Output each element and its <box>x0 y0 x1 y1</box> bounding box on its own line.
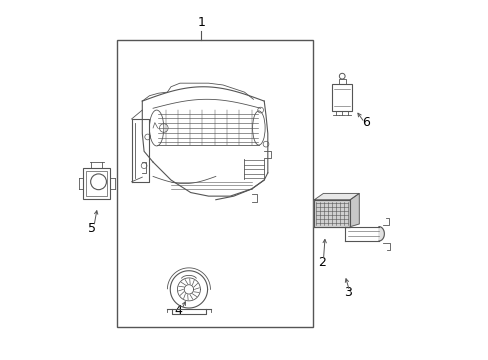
Bar <box>117 40 312 327</box>
Text: 6: 6 <box>362 116 369 129</box>
Polygon shape <box>314 200 349 226</box>
Text: 5: 5 <box>88 222 96 235</box>
Text: 4: 4 <box>174 305 182 318</box>
Text: 3: 3 <box>344 287 352 300</box>
Bar <box>332 84 351 111</box>
Text: 1: 1 <box>197 16 205 29</box>
Bar <box>83 168 110 199</box>
Text: 2: 2 <box>317 256 325 269</box>
Polygon shape <box>349 193 359 226</box>
Polygon shape <box>378 226 384 241</box>
Polygon shape <box>314 193 359 200</box>
Bar <box>86 171 107 196</box>
